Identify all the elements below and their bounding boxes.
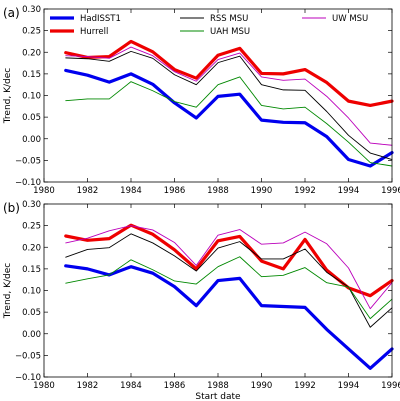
y-tick-label: 0.20 (22, 243, 41, 253)
series-line-hurrell (64, 39, 394, 108)
legend-label: Hurrell (80, 27, 108, 37)
y-tick-label: −0.10 (15, 178, 41, 188)
x-tick-label: 1992 (294, 381, 316, 391)
y-axis-label: Trend, K/dec (3, 263, 13, 320)
x-axis-label: Start date (195, 392, 241, 401)
y-tick-label: 0.30 (22, 200, 41, 210)
x-tick-label: 1980 (33, 186, 55, 196)
series-line-uw-msu (65, 46, 393, 146)
legend-label: HadISST1 (80, 14, 121, 24)
series-line-rss-msu (65, 233, 393, 328)
x-tick-label: 1994 (338, 381, 360, 391)
series-lines (64, 39, 394, 168)
y-tick-label: 0.05 (22, 308, 41, 318)
series-line-hurrell (64, 223, 394, 298)
y-tick-label: 0.30 (22, 5, 41, 15)
y-tick-label: 0.25 (22, 27, 41, 37)
series-line-rss-msu (65, 50, 393, 160)
series-line-uw-msu (65, 225, 393, 310)
y-tick-label: 0.20 (22, 48, 41, 58)
x-tick-label: 1990 (251, 381, 273, 391)
x-tick-label: 1994 (338, 186, 360, 196)
legend-item: HadISST1 (50, 14, 121, 24)
panel-label: (b) (3, 201, 20, 215)
x-tick-label: 1984 (120, 381, 142, 391)
legend-item: UW MSU (302, 14, 368, 24)
y-tick-label: 0.25 (22, 222, 41, 232)
series-line-uah-msu (65, 256, 393, 320)
y-tick-label: 0.10 (22, 287, 41, 297)
legend-item: UAH MSU (180, 27, 250, 37)
legend-item: Hurrell (50, 27, 108, 37)
x-tick-label: 1988 (207, 381, 229, 391)
panel-b: 1980 1982 1984 1986 1988 1990 1992 1994 1996 −0.1… (3, 200, 400, 401)
axes-frame (43, 203, 393, 378)
series-line-hadisst1 (64, 68, 394, 168)
x-tick-label: 1982 (77, 186, 99, 196)
x-tick-label: 1986 (164, 186, 186, 196)
series-lines (64, 223, 394, 370)
series-line-uah-msu (65, 76, 393, 167)
y-tick-label: −0.10 (15, 373, 41, 383)
panel-a: 1980 1982 1984 1986 1988 1990 1992 1994 1996 −0.1… (3, 5, 400, 196)
legend: HadISST1 Hurrell RSS MSU UAH MSU UW MSU (50, 14, 368, 37)
y-tick-label: 0.00 (22, 330, 41, 340)
x-tick-label: 1986 (164, 381, 186, 391)
legend-label: RSS MSU (210, 14, 248, 24)
x-tick-label: 1984 (120, 186, 142, 196)
y-tick-label: −0.05 (15, 351, 41, 361)
x-tick-label: 1992 (294, 186, 316, 196)
x-tick-label: 1996 (381, 186, 400, 196)
legend-label: UAH MSU (210, 27, 250, 37)
y-tick-label: 0.05 (22, 113, 41, 123)
x-tick-label: 1988 (207, 186, 229, 196)
x-tick-label: 1990 (251, 186, 273, 196)
y-tick-label: −0.05 (15, 156, 41, 166)
y-tick-label: 0.15 (22, 265, 41, 275)
y-tick-label: 0.10 (22, 92, 41, 102)
legend-label: UW MSU (332, 14, 368, 24)
y-tick-label: 0.15 (22, 70, 41, 80)
y-axis-label: Trend, K/dec (3, 68, 13, 125)
x-tick-label: 1996 (381, 381, 400, 391)
y-tick-label: 0.00 (22, 135, 41, 145)
x-tick-label: 1980 (33, 381, 55, 391)
series-line-hadisst1 (64, 264, 394, 370)
panel-label: (a) (3, 6, 20, 20)
x-tick-label: 1982 (77, 381, 99, 391)
legend-item: RSS MSU (180, 14, 248, 24)
